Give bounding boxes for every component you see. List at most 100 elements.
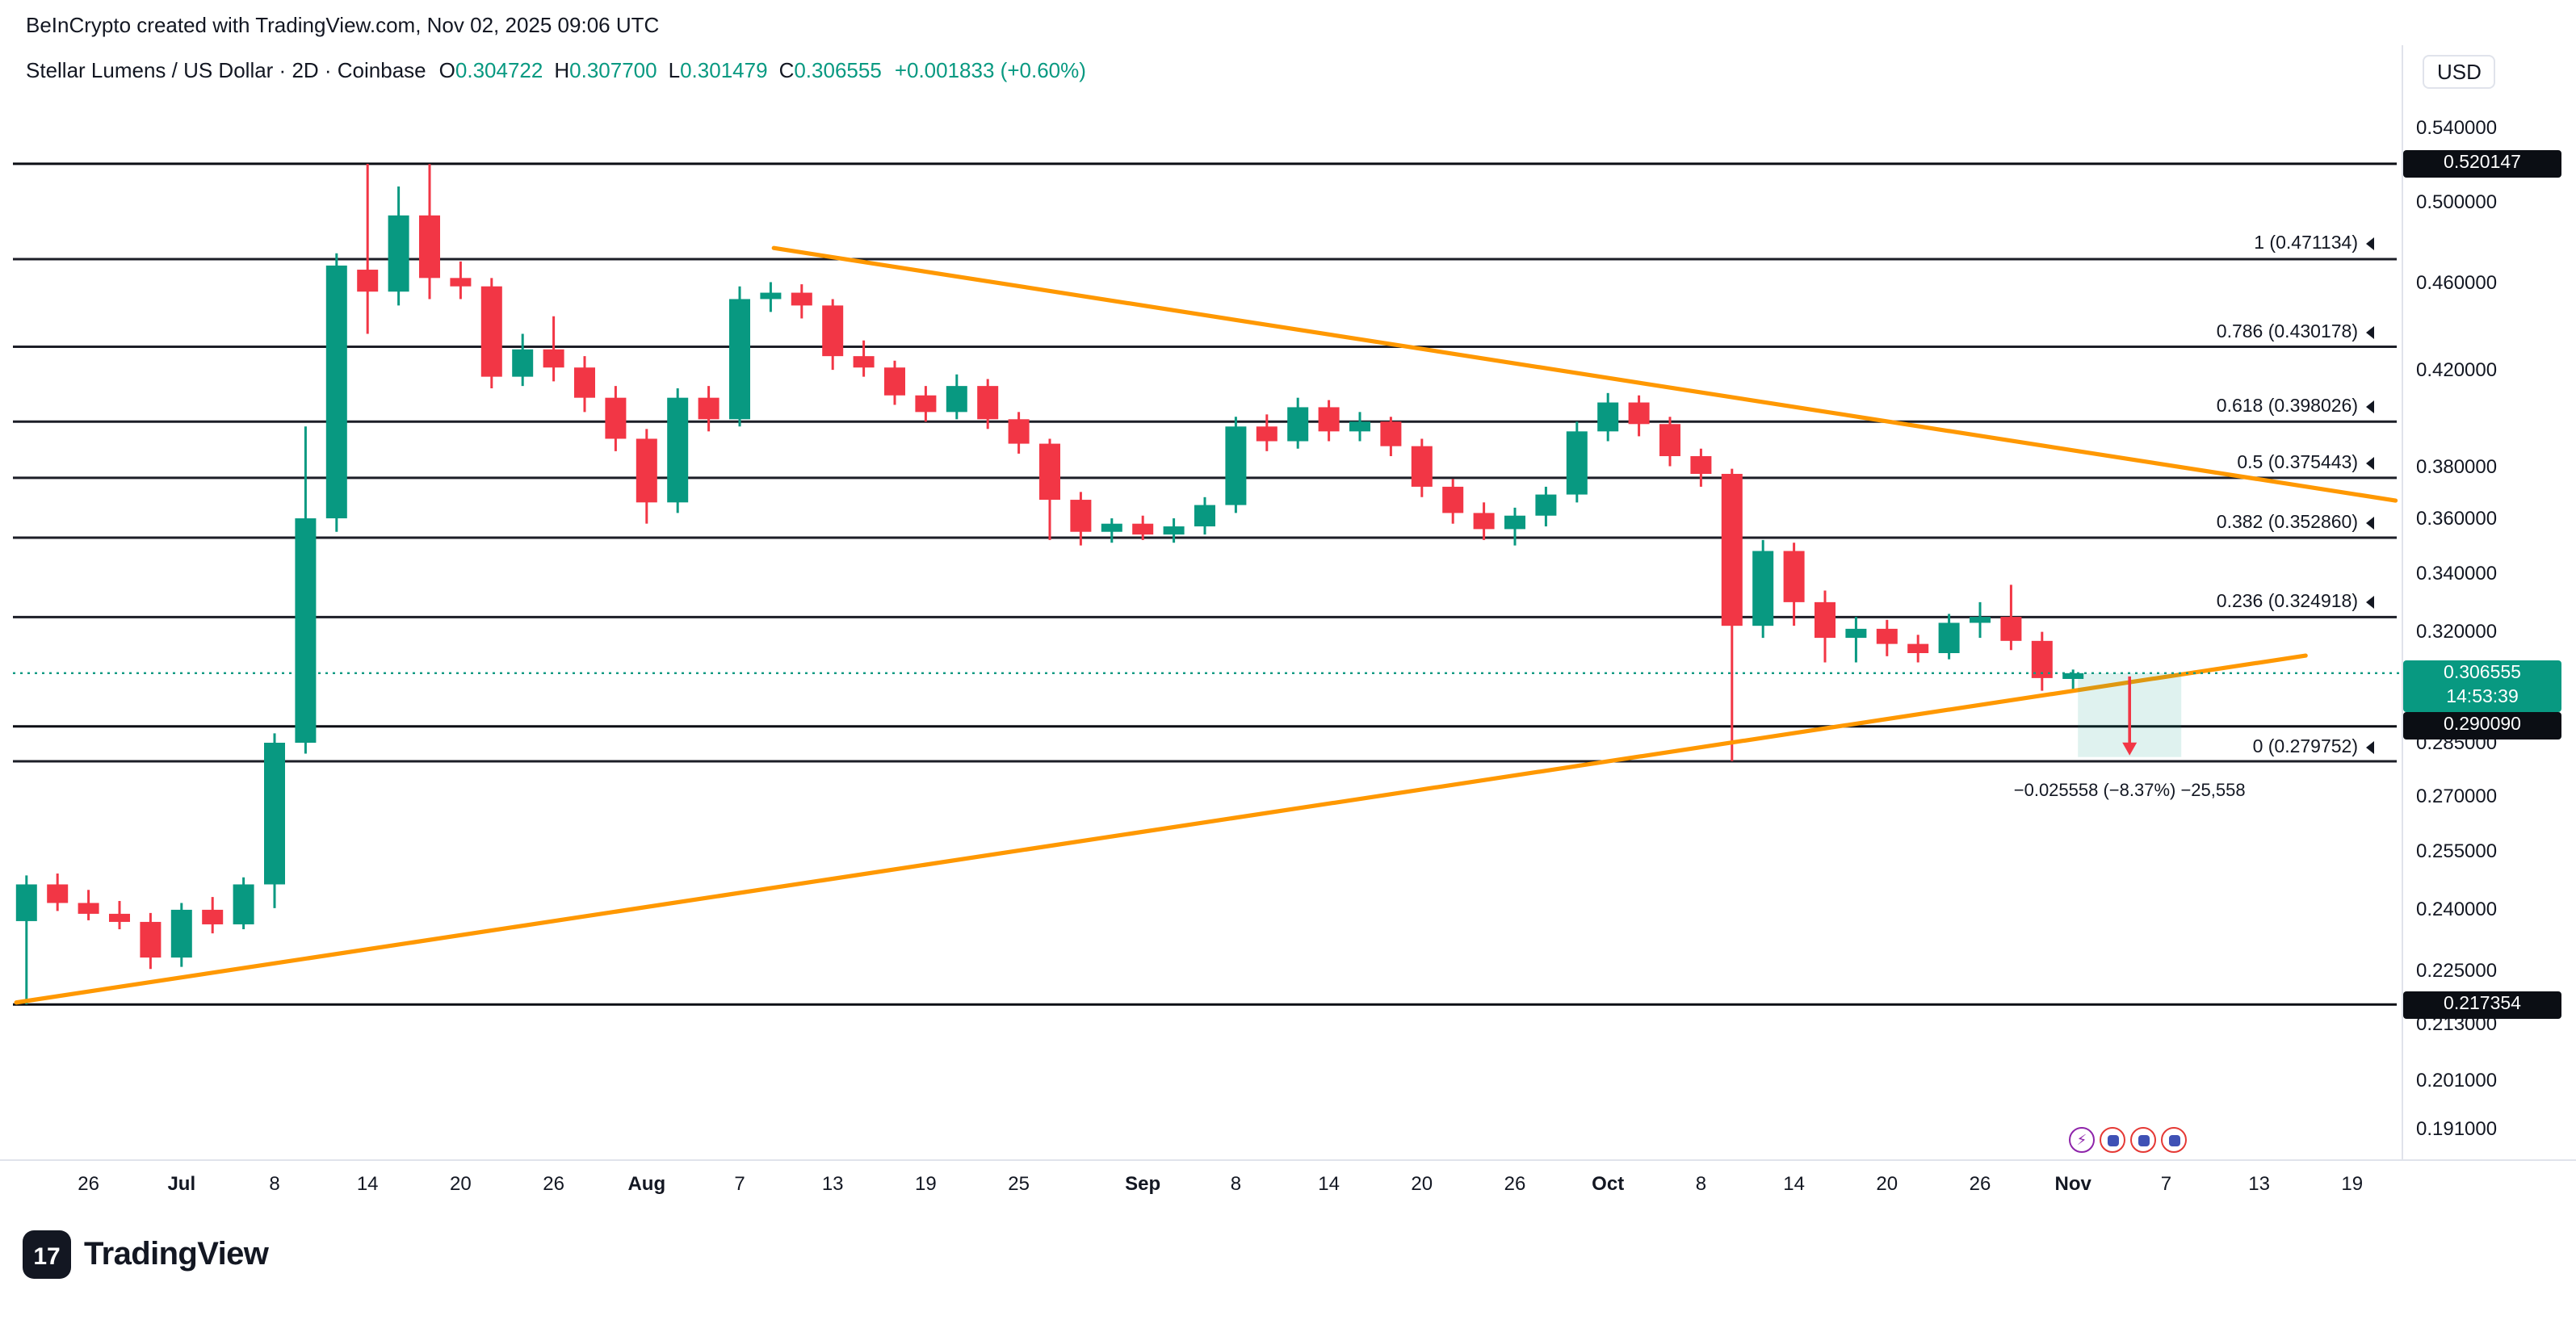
time-tick-label: Nov — [2054, 1172, 2091, 1195]
candle-body — [202, 909, 224, 924]
legend: Stellar Lumens / US Dollar · 2D · Coinba… — [26, 58, 1086, 82]
candle-body — [512, 349, 534, 377]
time-tick-label: 26 — [543, 1172, 564, 1195]
candle-body — [233, 884, 254, 924]
price-tick-label: 0.240000 — [2416, 897, 2498, 920]
time-tick-label: 14 — [1318, 1172, 1340, 1195]
price-tick-label: 0.191000 — [2416, 1117, 2498, 1141]
emoji-flag-icon[interactable] — [2130, 1127, 2156, 1153]
time-tick-label: 26 — [78, 1172, 99, 1195]
candle-body — [47, 884, 69, 903]
candle-body — [822, 305, 844, 357]
price-tick-label: 0.225000 — [2416, 959, 2498, 983]
candle-body — [1101, 523, 1122, 532]
time-tick-label: 14 — [1783, 1172, 1805, 1195]
candle-body — [419, 215, 440, 279]
time-tick-label: 26 — [1969, 1172, 1991, 1195]
candle-body — [1783, 551, 1805, 602]
svg-text:17: 17 — [33, 1243, 60, 1270]
candle-body — [2062, 672, 2084, 679]
candle-body — [1349, 421, 1370, 432]
candle-body — [295, 518, 317, 743]
ohlc-key: H — [554, 58, 570, 82]
candle-body — [1318, 407, 1340, 432]
candle-body — [1876, 628, 1898, 644]
time-tick-label: 13 — [821, 1172, 844, 1195]
candle-body — [1566, 431, 1588, 495]
candle-body — [1815, 601, 1836, 639]
time-axis-separator — [0, 1159, 2576, 1161]
candle-body — [1225, 426, 1247, 505]
candle-body — [1628, 402, 1650, 425]
candle-body — [450, 278, 472, 287]
candle-body — [1473, 513, 1495, 530]
time-tick-label: 8 — [1695, 1172, 1707, 1195]
time-tick-label: 8 — [269, 1172, 280, 1195]
projection-arrow-head — [2122, 742, 2138, 756]
legend-ohlc-pair: O 0.304722 — [439, 58, 543, 82]
emoji-flag-icon[interactable] — [2161, 1127, 2187, 1153]
trendline-descending-resistance[interactable] — [771, 245, 2398, 503]
tradingview-logo[interactable]: 17 TradingView — [23, 1230, 269, 1279]
candle-body — [1845, 628, 1867, 639]
ohlc-value: 0.306555 — [794, 58, 882, 82]
candle-body — [1132, 523, 1154, 535]
candle-body — [1690, 456, 1712, 474]
brand-text: TradingView — [84, 1236, 269, 1272]
time-tick-label: 19 — [2341, 1172, 2364, 1195]
ohlc-value: 0.304722 — [455, 58, 543, 82]
legend-ohlc-pair: H 0.307700 — [554, 58, 657, 82]
candle-body — [1907, 643, 1929, 653]
price-axis[interactable]: 0.306555 14:53:39 0.540000 0.500000 0.4600… — [2403, 0, 2576, 1159]
ohlc-value: 0.301479 — [680, 58, 768, 82]
time-axis[interactable]: 26 Jul 8 14 20 26 Aug 7 13 19 25 Sep 8 14 20 26 Oct 8 14 20… — [0, 1159, 2576, 1208]
candle-body — [1411, 446, 1433, 487]
candle-body — [853, 356, 875, 368]
candle-body — [2000, 617, 2022, 641]
legend-ohlc-pair: C 0.306555 — [779, 58, 882, 82]
emoji-lightning-icon[interactable]: ⚡ — [2069, 1127, 2095, 1153]
time-tick-label: 20 — [1876, 1172, 1898, 1195]
time-tick-label: 26 — [1504, 1172, 1526, 1195]
trendline-ascending-support[interactable] — [14, 653, 2308, 1005]
price-axis-separator — [2402, 45, 2403, 1159]
price-tick-label: 0.255000 — [2416, 839, 2498, 862]
price-tick-label: 0.460000 — [2416, 270, 2498, 294]
time-tick-label: 7 — [2160, 1172, 2172, 1195]
candle-body — [1287, 407, 1309, 442]
price-tick-label: 0.500000 — [2416, 191, 2498, 213]
time-tick-label: Oct — [1592, 1172, 1625, 1195]
candle-body — [760, 292, 782, 300]
price-tick-label: 0.340000 — [2416, 562, 2498, 585]
flag-dot — [2168, 1134, 2180, 1146]
currency-toggle-button[interactable]: USD — [2423, 55, 2496, 89]
candle-body — [1442, 486, 1464, 513]
time-tick-label: Aug — [627, 1172, 666, 1195]
candle-body — [946, 386, 967, 413]
price-tick-label: 0.380000 — [2416, 455, 2498, 478]
price-tick-label: 0.540000 — [2416, 116, 2498, 140]
candle-body — [884, 367, 905, 396]
candle-body — [388, 215, 409, 292]
time-tick-label: 19 — [915, 1172, 937, 1195]
flag-dot — [2138, 1134, 2149, 1146]
ohlc-key: C — [778, 58, 795, 82]
symbol-title[interactable]: Stellar Lumens / US Dollar · 2D · Coinba… — [26, 58, 426, 82]
time-tick-label: 13 — [2248, 1172, 2270, 1195]
time-tick-label: 20 — [1411, 1172, 1433, 1195]
price-line-badge: 0.217354 — [2403, 991, 2561, 1019]
emoji-flag-icon[interactable] — [2100, 1127, 2125, 1153]
ohlc-value: 0.307700 — [569, 58, 657, 82]
ohlc-key: O — [438, 58, 455, 82]
candle-body — [1008, 419, 1030, 444]
legend-change: +0.001833 (+0.60%) — [894, 58, 1086, 82]
candle-body — [140, 921, 162, 958]
candle-countdown: 14:53:39 — [2446, 687, 2519, 707]
candle-body — [1970, 617, 1991, 623]
candle-body — [915, 395, 937, 413]
price-line-badge: 0.520147 — [2403, 149, 2561, 178]
candle-body — [1535, 494, 1557, 516]
price-tick-label: 0.360000 — [2416, 507, 2498, 530]
candle-body — [574, 367, 595, 398]
